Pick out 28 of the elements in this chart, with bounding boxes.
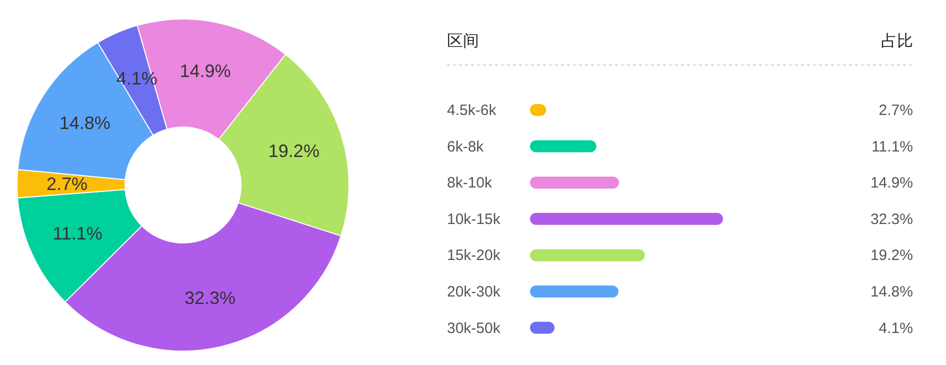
y-tick-label: 4.5k-6k: [447, 102, 497, 119]
y-tick-label: 30k-50k: [447, 320, 501, 337]
bar: [530, 249, 645, 262]
y-tick-label: 6k-8k: [447, 138, 484, 156]
data-label: 2.7%: [878, 102, 913, 119]
data-label: 14.8%: [59, 113, 110, 134]
data-label: 32.3%: [184, 288, 236, 308]
y-tick-label: 8k-10k: [447, 174, 493, 192]
data-label: 14.9%: [180, 61, 231, 82]
data-label: 11.1%: [52, 223, 102, 244]
text: 区间: [447, 32, 479, 50]
data-label: 14.8%: [870, 284, 913, 300]
data-label: 32.3%: [870, 210, 913, 228]
bar: [530, 322, 554, 334]
data-label: 4.1%: [878, 320, 913, 337]
data-label: 11.1%: [872, 138, 913, 156]
y-tick-label: 10k-15k: [447, 210, 501, 228]
bar: [530, 212, 723, 225]
bar: [530, 176, 620, 189]
bar: [530, 140, 596, 152]
data-label: 19.2%: [870, 247, 913, 264]
y-tick-label: 20k-30k: [447, 284, 501, 300]
data-label: 2.7%: [46, 174, 88, 194]
text: 占比: [881, 32, 913, 50]
data-label: 14.9%: [870, 174, 913, 192]
y-tick-label: 15k-20k: [447, 247, 501, 264]
bar: [530, 286, 618, 298]
data-label: 19.2%: [268, 141, 320, 162]
